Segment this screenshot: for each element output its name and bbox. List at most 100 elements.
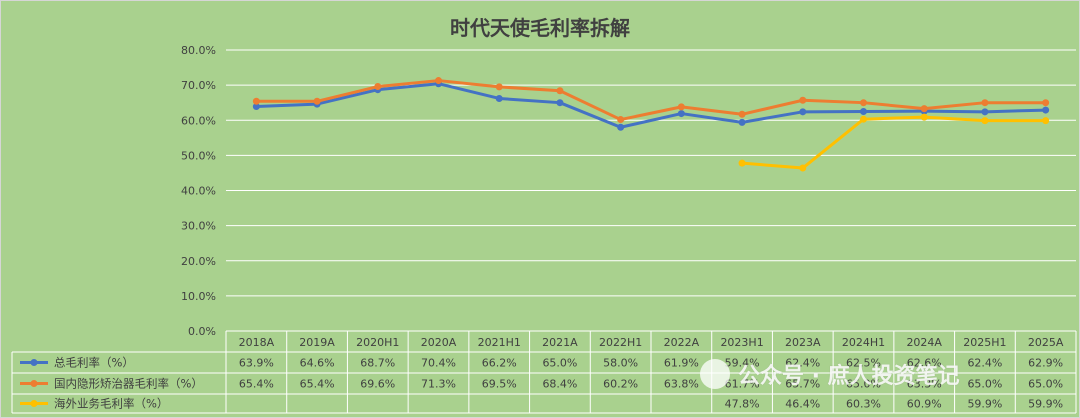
y-tick-label: 80.0% <box>181 44 216 57</box>
table-value: 63.8% <box>664 378 699 391</box>
data-point <box>860 107 867 115</box>
table-value: 60.2% <box>603 378 638 391</box>
table-value: 65.0% <box>1028 378 1063 391</box>
data-point <box>556 99 564 107</box>
x-tick-label: 2020H1 <box>356 336 399 349</box>
x-tick-label: 2020A <box>421 336 457 349</box>
x-tick-label: 2021H1 <box>478 336 521 349</box>
table-value: 69.6% <box>360 378 395 391</box>
table-value: 58.0% <box>603 357 638 370</box>
table-value: 62.4% <box>967 357 1002 370</box>
table-value: 61.7% <box>725 378 760 391</box>
table-value: 60.9% <box>907 398 942 411</box>
x-tick-label: 2023A <box>785 336 821 349</box>
table-value: 65.4% <box>300 378 335 391</box>
series-line <box>256 79 1046 122</box>
legend-label: 总毛利率（%） <box>54 356 134 370</box>
data-point <box>981 108 989 116</box>
table-value: 65.0% <box>967 378 1002 391</box>
legend-label: 海外业务毛利率（%） <box>54 397 168 411</box>
x-tick-label: 2021A <box>542 336 578 349</box>
y-tick-label: 0.0% <box>188 325 216 338</box>
data-point <box>495 94 503 102</box>
table-value: 63.9% <box>239 357 274 370</box>
x-tick-label: 2018A <box>239 336 275 349</box>
table-value: 47.8% <box>725 398 760 411</box>
data-point <box>799 164 807 172</box>
data-point <box>981 99 989 107</box>
table-value: 62.5% <box>846 357 881 370</box>
table-value: 65.0% <box>542 357 577 370</box>
data-point <box>920 113 928 121</box>
table-value: 71.3% <box>421 378 456 391</box>
table-value: 62.9% <box>1028 357 1063 370</box>
series-line <box>256 82 1046 129</box>
data-point <box>495 83 503 91</box>
y-tick-label: 20.0% <box>181 255 216 268</box>
x-tick-label: 2019A <box>299 336 335 349</box>
y-tick-label: 30.0% <box>181 220 216 233</box>
table-value: 70.4% <box>421 357 456 370</box>
x-tick-label: 2025A <box>1028 336 1064 349</box>
series-line <box>741 115 1046 170</box>
table-value: 64.6% <box>300 357 335 370</box>
data-point <box>860 115 867 123</box>
table-value: 59.9% <box>1028 398 1063 411</box>
data-point <box>677 110 685 118</box>
table-value: 65.7% <box>785 378 820 391</box>
table-value: 66.2% <box>482 357 517 370</box>
y-tick-label: 70.0% <box>181 79 216 92</box>
data-point <box>556 87 564 95</box>
data-point <box>617 123 625 131</box>
data-point <box>799 96 807 104</box>
legend-marker <box>30 359 38 366</box>
table-value: 46.4% <box>785 398 820 411</box>
data-point <box>860 99 867 107</box>
table-value: 65.0% <box>846 378 881 391</box>
data-point <box>617 116 625 124</box>
table-value: 59.9% <box>967 398 1002 411</box>
data-point <box>435 77 442 85</box>
y-tick-label: 50.0% <box>181 149 216 162</box>
data-point <box>374 83 382 91</box>
table-value: 59.4% <box>725 357 760 370</box>
data-point <box>981 117 989 125</box>
x-tick-label: 2022H1 <box>599 336 642 349</box>
table-value: 62.6% <box>907 357 942 370</box>
legend-marker <box>30 400 38 407</box>
x-tick-label: 2023H1 <box>720 336 763 349</box>
x-tick-label: 2022A <box>664 336 700 349</box>
x-tick-label: 2025H1 <box>963 336 1006 349</box>
data-point <box>738 110 746 118</box>
table-value: 65.4% <box>239 378 274 391</box>
table-value: 61.9% <box>664 357 699 370</box>
x-tick-label: 2024A <box>906 336 942 349</box>
y-tick-label: 10.0% <box>181 290 216 303</box>
table-value: 68.7% <box>360 357 395 370</box>
data-point <box>920 105 928 113</box>
data-point <box>1042 106 1050 114</box>
data-point <box>738 118 746 126</box>
watermark: 公众号 · 庶人投资笔记 <box>700 358 960 390</box>
data-point <box>738 159 746 167</box>
legend-label: 国内隐形矫治器毛利率（%） <box>54 377 203 391</box>
y-tick-label: 40.0% <box>181 185 216 198</box>
data-point <box>252 97 260 105</box>
watermark-text: 公众号 · 庶人投资笔记 <box>738 364 960 389</box>
table-value: 62.4% <box>785 357 820 370</box>
data-point <box>1042 117 1050 125</box>
table-value: 63.3% <box>907 378 942 391</box>
data-point <box>252 103 260 111</box>
y-tick-label: 60.0% <box>181 114 216 127</box>
data-point <box>313 97 321 105</box>
data-point <box>1042 99 1050 107</box>
x-tick-label: 2024H1 <box>842 336 885 349</box>
legend-marker <box>30 380 38 387</box>
table-value: 69.5% <box>482 378 517 391</box>
table-value: 60.3% <box>846 398 881 411</box>
data-point <box>799 108 807 116</box>
chart-title: 时代天使毛利率拆解 <box>450 16 630 40</box>
data-point <box>677 103 685 111</box>
table-value: 68.4% <box>542 378 577 391</box>
